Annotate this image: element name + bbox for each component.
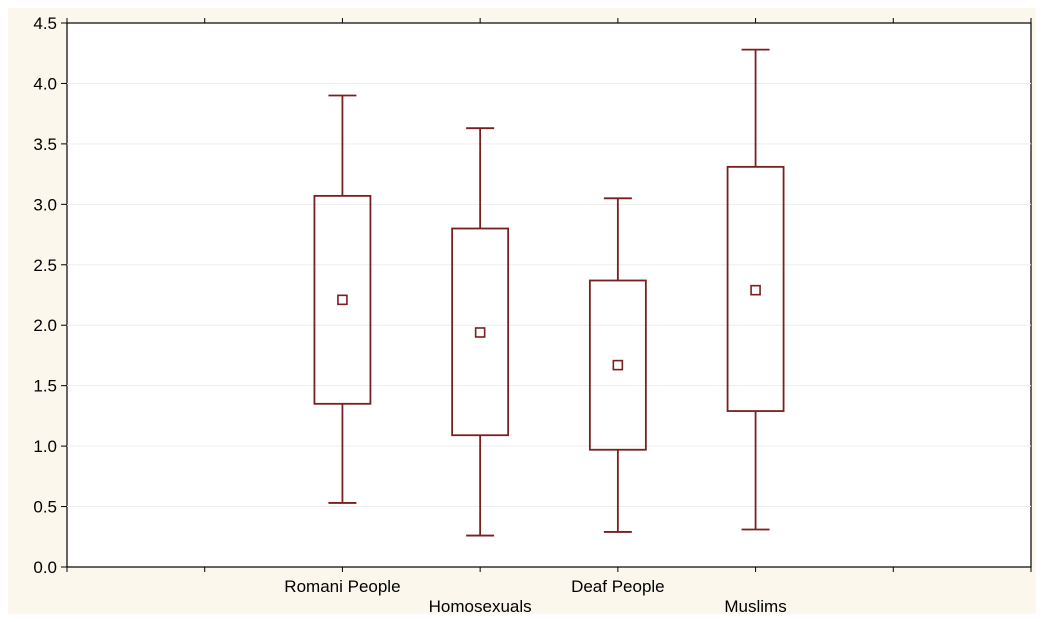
label-layer: Romani People Homosexuals Deaf People Musli… [284,577,786,616]
box-group [451,127,510,537]
y-tick-label: 0.0 [33,558,57,577]
axis-layer: 0.0 0.5 1.0 1.5 2.0 2.5 3.0 3.5 4.0 4.5 [33,14,1032,577]
category-label: Muslims [724,597,786,616]
y-tick-label: 1.0 [33,437,57,456]
box-layer [313,48,785,537]
y-tick-label: 2.5 [33,256,57,275]
plot-area [66,22,1032,568]
y-tick-label: 2.0 [33,316,57,335]
center-marker [337,294,348,306]
y-tick-label: 0.5 [33,498,57,517]
box [588,279,647,451]
y-tick-label: 3.0 [33,195,57,214]
box [726,165,785,412]
y-tick-label: 4.5 [33,14,57,33]
box-group [588,197,647,533]
category-label: Deaf People [571,577,665,596]
center-marker [474,327,486,338]
center-marker [750,284,761,296]
y-tick-label: 3.5 [33,135,57,154]
box-group [313,94,372,504]
category-label: Romani People [284,577,400,596]
y-tick-label: 1.5 [33,377,57,396]
center-marker [612,359,624,371]
box-group [726,48,785,531]
box [313,194,372,405]
category-label: Homosexuals [429,597,532,616]
box [451,227,510,437]
gridlines [67,82,1031,508]
y-tick-label: 4.0 [33,74,57,93]
